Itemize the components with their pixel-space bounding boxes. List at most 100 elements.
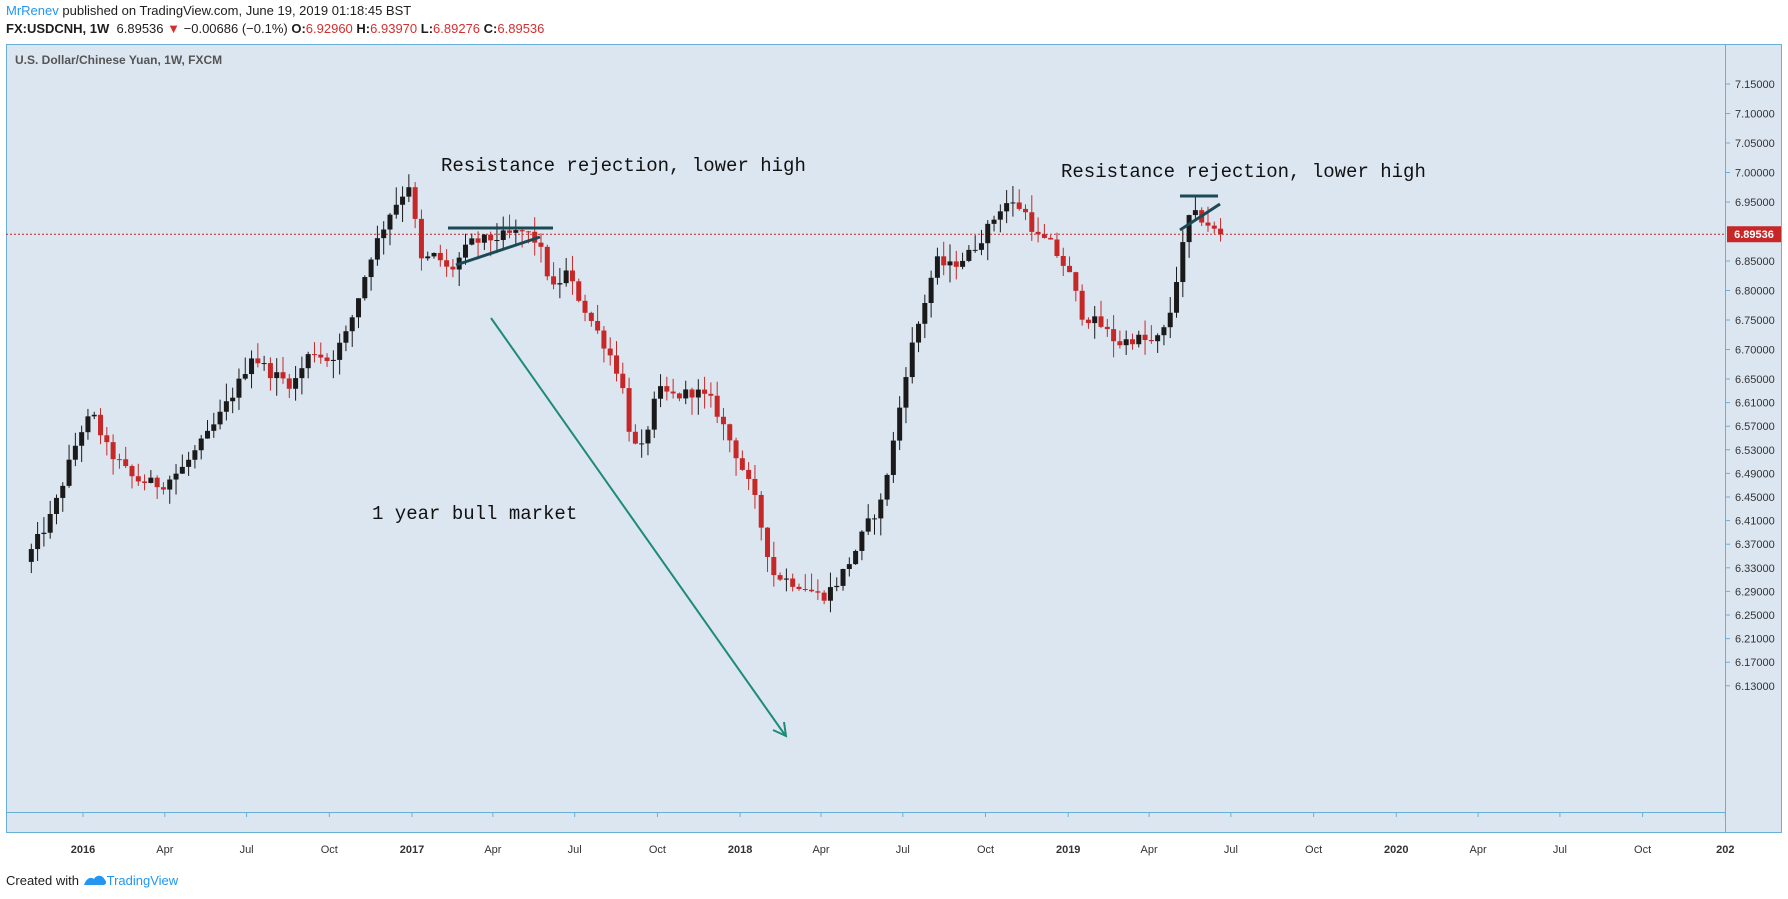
candle-body xyxy=(563,270,569,284)
candle-body xyxy=(985,223,991,244)
candle-body xyxy=(827,587,833,601)
x-tick-label: 2019 xyxy=(1056,844,1080,856)
candle-body xyxy=(569,270,575,282)
candle-body xyxy=(381,229,387,239)
candle-body xyxy=(129,466,135,477)
candle-body xyxy=(135,476,141,482)
candle-body xyxy=(110,442,116,460)
candle-body xyxy=(802,589,808,591)
candle-body xyxy=(330,359,336,361)
x-tick-label: Apr xyxy=(812,844,829,856)
candle-body xyxy=(909,342,915,378)
candle-body xyxy=(104,435,110,443)
candle-body xyxy=(708,393,714,396)
last-price: 6.89536 xyxy=(116,21,164,36)
drawings[interactable] xyxy=(448,194,1221,738)
candle-body xyxy=(1054,239,1060,256)
candle-body xyxy=(934,256,940,278)
candle-body xyxy=(897,407,903,441)
candle-body xyxy=(179,466,185,474)
x-tick-label: 2020 xyxy=(1384,844,1408,856)
candle-body xyxy=(462,244,468,258)
candle-body xyxy=(626,388,632,432)
candle-body xyxy=(374,238,380,260)
candle-body xyxy=(1148,340,1154,342)
price-axis[interactable]: 7.15000 7.10000 7.05000 7.00000 6.95000 6.850… xyxy=(1725,79,1775,693)
x-tick-label: Oct xyxy=(321,844,338,856)
close-label: C: xyxy=(483,21,498,36)
annotation-bull-market[interactable]: 1 year bull market xyxy=(372,503,577,525)
candle-body xyxy=(576,281,582,301)
candle-body xyxy=(878,499,884,519)
candle-body xyxy=(538,242,544,247)
annotation-resistance-2019[interactable]: Resistance rejection, lower high xyxy=(1061,161,1426,183)
candle-body xyxy=(437,252,443,261)
candle-body xyxy=(922,302,928,324)
candle-body xyxy=(765,527,771,558)
candle-body xyxy=(1161,327,1167,336)
x-tick-label: Oct xyxy=(977,844,994,856)
x-tick-label: Apr xyxy=(484,844,501,856)
candle-body xyxy=(431,252,437,257)
x-tick-label: Jul xyxy=(568,844,582,856)
candle-body xyxy=(507,230,513,233)
support-trendline-2017[interactable] xyxy=(455,235,541,267)
candle-body xyxy=(796,586,802,590)
candle-body xyxy=(116,459,122,461)
candle-body xyxy=(991,219,997,224)
x-tick-label: Jul xyxy=(896,844,910,856)
x-tick-label: Apr xyxy=(1470,844,1487,856)
chart-title: U.S. Dollar/Chinese Yuan, 1W, FXCM xyxy=(15,53,222,67)
candle-body xyxy=(211,424,217,431)
candle-body xyxy=(595,320,601,331)
candle-body xyxy=(1218,228,1224,235)
y-tick-label: 6.41000 xyxy=(1735,516,1775,528)
candle-body xyxy=(890,440,896,475)
candle-body xyxy=(230,397,236,402)
x-tick-label: Jul xyxy=(1553,844,1567,856)
candle-body xyxy=(695,389,701,398)
y-tick-label: 6.80000 xyxy=(1735,286,1775,298)
candle-body xyxy=(1129,339,1135,345)
candle-body xyxy=(72,445,78,460)
author-link[interactable]: MrRenev xyxy=(6,3,59,18)
candle-body xyxy=(815,591,821,593)
y-tick-label: 6.75000 xyxy=(1735,315,1775,327)
candle-body xyxy=(714,395,720,417)
candle-body xyxy=(632,431,638,444)
candle-body xyxy=(1048,237,1054,240)
trend-arrow-line[interactable] xyxy=(490,317,786,736)
x-tick-label: 2017 xyxy=(400,844,424,856)
candle-body xyxy=(966,249,972,261)
candle-body xyxy=(809,589,815,592)
candle-body xyxy=(53,497,59,514)
time-axis[interactable]: 2016 Apr Jul Oct 2017 Apr Jul Oct 2018 Apr Jul Oct 2… xyxy=(71,813,1735,856)
symbol-label: FX:USDCNH, 1W xyxy=(6,21,110,36)
candle-body xyxy=(1155,335,1161,342)
y-tick-label: 6.85000 xyxy=(1735,256,1775,268)
candle-body xyxy=(1029,212,1035,232)
candle-body xyxy=(859,531,865,551)
candle-body xyxy=(557,283,563,285)
tradingview-link[interactable]: TradingView xyxy=(106,873,179,888)
x-tick-label: Apr xyxy=(1141,844,1158,856)
candle-body xyxy=(916,323,922,343)
support-trendline-2019[interactable] xyxy=(1179,202,1221,232)
candle-body xyxy=(60,485,66,498)
annotation-resistance-2017[interactable]: Resistance rejection, lower high xyxy=(441,155,806,177)
low-label: L: xyxy=(420,21,434,36)
candle-body xyxy=(85,416,91,433)
candle-body xyxy=(871,518,877,520)
x-tick-label: Jul xyxy=(1224,844,1238,856)
candle-body xyxy=(469,238,475,245)
candle-body xyxy=(123,459,129,467)
x-tick-label: Oct xyxy=(649,844,666,856)
candle-body xyxy=(1004,203,1010,212)
y-tick-label: 6.29000 xyxy=(1735,586,1775,598)
candle-body xyxy=(1016,202,1022,209)
candle-body xyxy=(1067,265,1073,273)
candle-body xyxy=(393,204,399,215)
price-change: −0.00686 (−0.1%) xyxy=(183,21,288,36)
candle-body xyxy=(588,312,594,321)
